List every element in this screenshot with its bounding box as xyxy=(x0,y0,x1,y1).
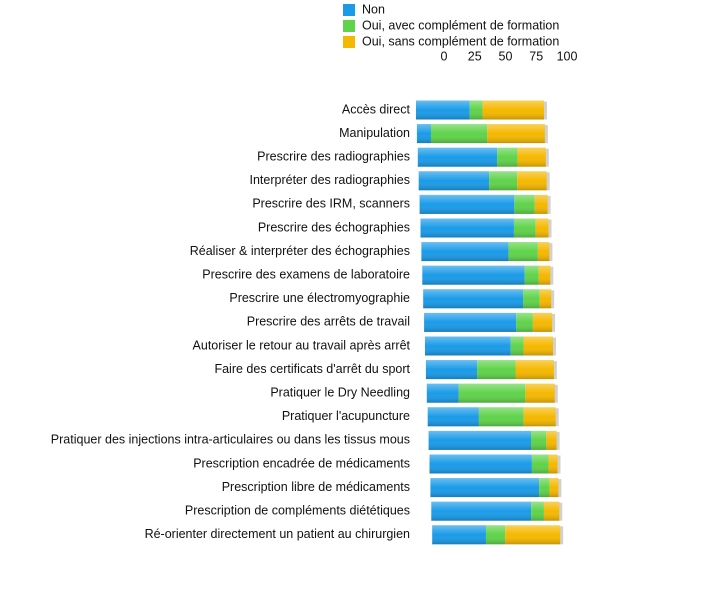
category-label: Interpréter des radiographies xyxy=(249,173,410,187)
legend-swatch xyxy=(343,4,355,16)
category-label: Prescrire des IRM, scanners xyxy=(252,197,410,211)
category-label: Accès direct xyxy=(342,102,411,116)
bar-shade xyxy=(428,430,557,450)
bar-side xyxy=(548,219,552,238)
bar-side xyxy=(549,243,553,262)
bar-shade xyxy=(425,360,554,380)
category-label: Prescription encadrée de médicaments xyxy=(193,456,410,470)
bar-shade xyxy=(422,265,551,285)
bar-side xyxy=(556,431,560,450)
bar-side xyxy=(560,526,564,545)
category-label: Pratiquer le Dry Needling xyxy=(270,385,410,399)
category-label: Pratiquer l'acupuncture xyxy=(282,409,410,423)
bar-side xyxy=(546,172,550,191)
bar-shade xyxy=(420,218,549,238)
bar-side xyxy=(544,101,547,120)
x-tick-label: 100 xyxy=(557,49,578,63)
bar-side xyxy=(553,361,557,380)
bar-shade xyxy=(429,454,558,474)
legend-label: Oui, avec complément de formation xyxy=(362,18,559,32)
category-label: Pratiquer des injections intra-articulai… xyxy=(51,433,410,447)
category-label: Ré-orienter directement un patient au ch… xyxy=(145,527,410,541)
bar-shade xyxy=(419,194,548,214)
bar-shade xyxy=(417,147,546,167)
category-label: Prescrire des examens de laboratoire xyxy=(202,267,410,281)
bar-shade xyxy=(421,242,550,262)
bar-side xyxy=(544,125,548,144)
category-label: Prescription libre de médicaments xyxy=(222,480,410,494)
category-label: Prescrire des radiographies xyxy=(257,149,410,163)
bar-shade xyxy=(416,100,544,120)
bar-side xyxy=(554,384,558,403)
x-tick-label: 50 xyxy=(499,49,513,63)
bar-side xyxy=(550,266,554,285)
bar-shade xyxy=(427,407,556,427)
bar-shade xyxy=(432,525,561,545)
bar-shade xyxy=(430,478,559,498)
bar-side xyxy=(555,408,559,427)
bar-side xyxy=(553,337,556,356)
bar-side xyxy=(558,479,562,498)
legend-label: Oui, sans complément de formation xyxy=(362,34,559,48)
category-label: Réaliser & interpréter des échographies xyxy=(190,244,410,258)
category-label: Prescription de compléments diététiques xyxy=(185,503,410,517)
bar-shade xyxy=(423,289,552,309)
bar-shade xyxy=(418,171,547,191)
legend-swatch xyxy=(343,36,355,48)
bar-shade xyxy=(431,501,560,521)
category-label: Faire des certificats d'arrêt du sport xyxy=(214,362,410,376)
category-label: Manipulation xyxy=(339,126,410,140)
bar-side xyxy=(545,148,549,167)
bar-shade xyxy=(425,336,553,356)
x-tick-label: 0 xyxy=(441,49,448,63)
bar-shade xyxy=(416,124,545,144)
category-label: Prescrire une électromyographie xyxy=(229,291,410,305)
bar-side xyxy=(557,455,561,474)
legend-swatch xyxy=(343,20,355,32)
x-tick-label: 25 xyxy=(468,49,482,63)
bar-side xyxy=(547,195,551,214)
category-label: Prescrire des arrêts de travail xyxy=(247,315,410,329)
bar-shade xyxy=(424,312,553,332)
category-label: Autoriser le retour au travail après arr… xyxy=(193,338,411,352)
bar-shade xyxy=(426,383,555,403)
bar-side xyxy=(551,290,555,309)
x-tick-label: 75 xyxy=(529,49,543,63)
bar-side xyxy=(559,502,563,521)
legend-label: Non xyxy=(362,2,385,16)
bar-side xyxy=(552,313,556,332)
category-label: Prescrire des échographies xyxy=(258,220,410,234)
